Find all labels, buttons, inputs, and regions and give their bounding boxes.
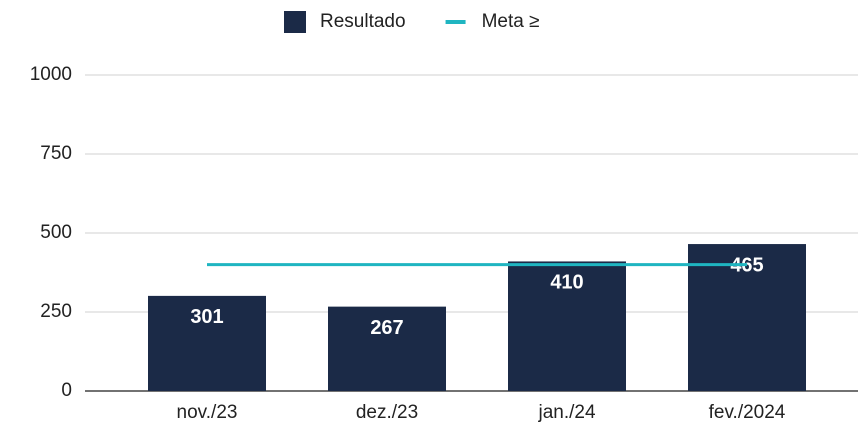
bar (328, 306, 446, 391)
data-label: 410 (550, 272, 583, 294)
legend-label: Meta ≥ (482, 11, 540, 32)
bar (508, 261, 626, 391)
y-tick-label: 750 (40, 143, 72, 164)
bar (688, 244, 806, 391)
y-tick-label: 1000 (30, 64, 72, 85)
y-tick-label: 250 (40, 301, 72, 322)
bar (148, 295, 266, 391)
legend-swatch (445, 20, 466, 24)
x-tick-label: dez./23 (356, 402, 418, 423)
x-tick-label: nov./23 (177, 402, 238, 423)
y-tick-label: 0 (61, 380, 72, 401)
data-label: 267 (370, 317, 403, 339)
y-tick-label: 500 (40, 222, 72, 243)
legend-swatch (284, 11, 306, 33)
data-label: 301 (190, 306, 223, 328)
x-tick-label: jan./24 (537, 402, 595, 423)
x-tick-label: fev./2024 (709, 402, 786, 423)
legend-label: Resultado (320, 11, 406, 32)
